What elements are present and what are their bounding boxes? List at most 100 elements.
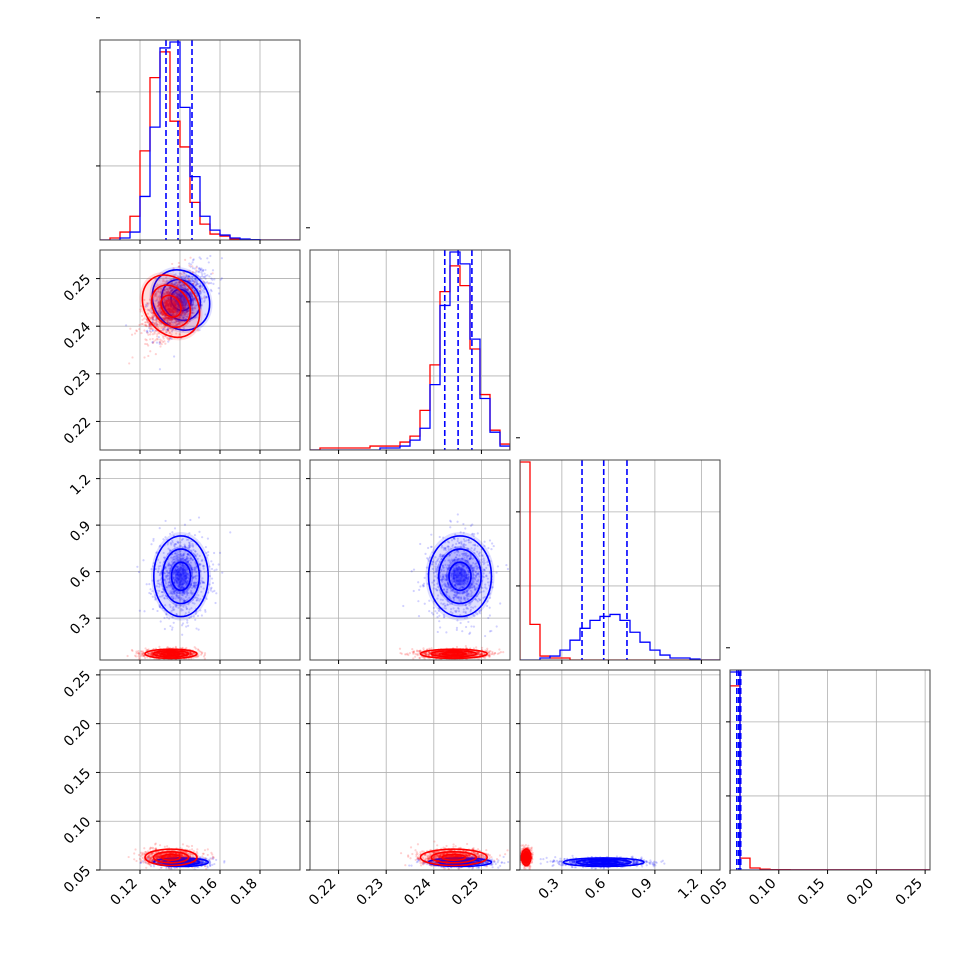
sample-point [164, 304, 168, 307]
sample-point [174, 589, 178, 592]
sample-point [159, 341, 162, 344]
sample-point [166, 328, 169, 331]
sample-point [181, 646, 184, 649]
sample-point [168, 337, 171, 341]
sample-point [167, 292, 170, 295]
sample-point [200, 590, 203, 593]
sample-point [199, 650, 202, 653]
sample-point [163, 301, 166, 304]
sample-point [196, 270, 199, 273]
sample-point [200, 291, 203, 294]
sample-point [423, 576, 426, 579]
sample-point [197, 283, 200, 286]
sample-point [198, 292, 202, 295]
sample-point [143, 329, 146, 332]
sample-point [188, 320, 191, 323]
sample-point [170, 282, 173, 286]
sample-point [153, 596, 157, 599]
sample-point [166, 328, 170, 332]
sample-point [185, 557, 188, 561]
sample-point [206, 257, 209, 260]
sample-point [185, 607, 188, 610]
sample-point [172, 590, 175, 593]
sample-point [167, 306, 171, 309]
sample-point [190, 568, 193, 571]
sample-point [182, 306, 185, 310]
sample-point [182, 554, 185, 557]
sample-point [160, 310, 163, 314]
sample-point [191, 267, 195, 270]
sample-point [193, 583, 196, 586]
sample-point [185, 577, 188, 580]
sample-point [483, 540, 486, 543]
sample-point [177, 265, 180, 268]
sample-point [164, 604, 167, 607]
sample-point [167, 290, 170, 293]
sample-point [159, 312, 162, 316]
sample-point [151, 320, 154, 324]
sample-point [176, 283, 179, 286]
sample-point [179, 280, 182, 283]
sample-point [200, 559, 203, 563]
sample-point [190, 285, 193, 289]
sample-point [133, 654, 137, 657]
sample-point [179, 299, 182, 302]
sample-point [173, 314, 176, 317]
sample-point [151, 316, 155, 320]
sample-point [166, 299, 170, 302]
sample-point [445, 631, 448, 634]
panel-content [100, 40, 300, 240]
sample-point [183, 272, 186, 275]
sample-point [167, 340, 170, 343]
sample-point [165, 299, 168, 303]
sample-point [203, 275, 206, 279]
sample-point [195, 570, 198, 573]
sample-point [193, 646, 196, 649]
sample-point [189, 592, 193, 595]
sample-point [173, 299, 176, 302]
sample-point [159, 311, 163, 315]
sample-point [175, 323, 178, 326]
sample-point [206, 281, 209, 284]
sample-point [156, 338, 159, 341]
sample-point [167, 316, 170, 320]
sample-point [183, 286, 186, 289]
sample-point [172, 298, 175, 301]
sample-point [174, 570, 178, 573]
sample-point [197, 267, 201, 270]
sample-point [172, 301, 176, 304]
sample-point [151, 607, 155, 611]
sample-point [182, 566, 185, 569]
sample-point [182, 327, 186, 330]
sample-point [173, 314, 176, 317]
sample-point [165, 280, 168, 283]
sample-point [167, 317, 170, 321]
sample-point [173, 558, 176, 561]
sample-point [149, 592, 153, 595]
sample-point [178, 596, 181, 600]
sample-point [172, 571, 175, 574]
sample-point [166, 574, 169, 577]
sample-point [168, 318, 171, 321]
sample-point [208, 282, 211, 285]
sample-point [190, 263, 193, 266]
sample-point [202, 276, 205, 279]
sample-point [181, 537, 184, 541]
sample-point [184, 558, 187, 561]
sample-point [183, 306, 186, 309]
sample-point [185, 288, 188, 291]
sample-point [150, 316, 153, 319]
sample-point [194, 581, 197, 584]
sample-point [184, 560, 188, 564]
sample-point [187, 576, 190, 579]
sample-point [182, 553, 185, 556]
sample-point [166, 586, 169, 589]
sample-point [194, 581, 198, 585]
sample-point [177, 577, 180, 580]
sample-point [419, 542, 422, 546]
sample-point [187, 288, 190, 291]
sample-point [177, 310, 180, 313]
sample-point [178, 294, 182, 297]
sample-point [168, 301, 172, 305]
sample-point [169, 308, 172, 311]
